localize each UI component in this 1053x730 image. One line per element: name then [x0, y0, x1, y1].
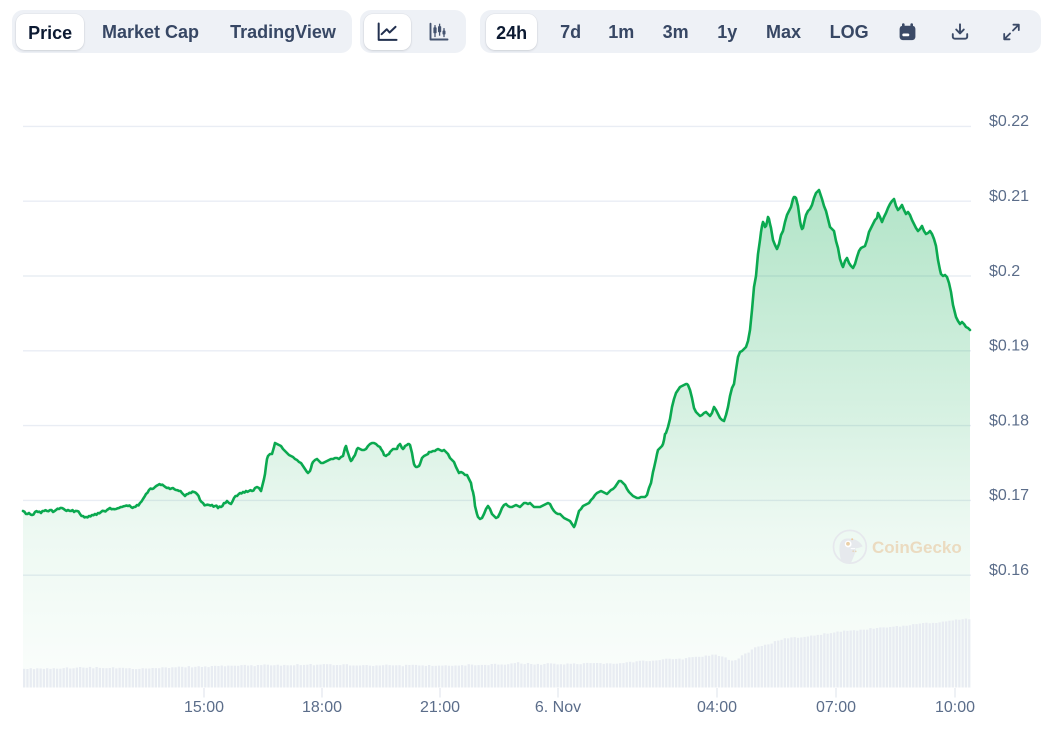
svg-text:$0.2: $0.2	[989, 263, 1020, 280]
svg-text:10:00: 10:00	[935, 699, 975, 716]
svg-text:07:00: 07:00	[816, 699, 856, 716]
svg-text:04:00: 04:00	[697, 699, 737, 716]
svg-text:18:00: 18:00	[302, 699, 342, 716]
svg-text:$0.19: $0.19	[989, 338, 1029, 355]
svg-text:15:00: 15:00	[184, 699, 224, 716]
svg-text:$0.22: $0.22	[989, 113, 1029, 130]
svg-text:21:00: 21:00	[420, 699, 460, 716]
svg-text:6. Nov: 6. Nov	[535, 699, 581, 716]
svg-text:$0.17: $0.17	[989, 487, 1029, 504]
svg-text:$0.16: $0.16	[989, 562, 1029, 579]
svg-text:$0.21: $0.21	[989, 188, 1029, 205]
svg-text:CoinGecko: CoinGecko	[872, 538, 962, 557]
svg-text:$0.18: $0.18	[989, 412, 1029, 429]
